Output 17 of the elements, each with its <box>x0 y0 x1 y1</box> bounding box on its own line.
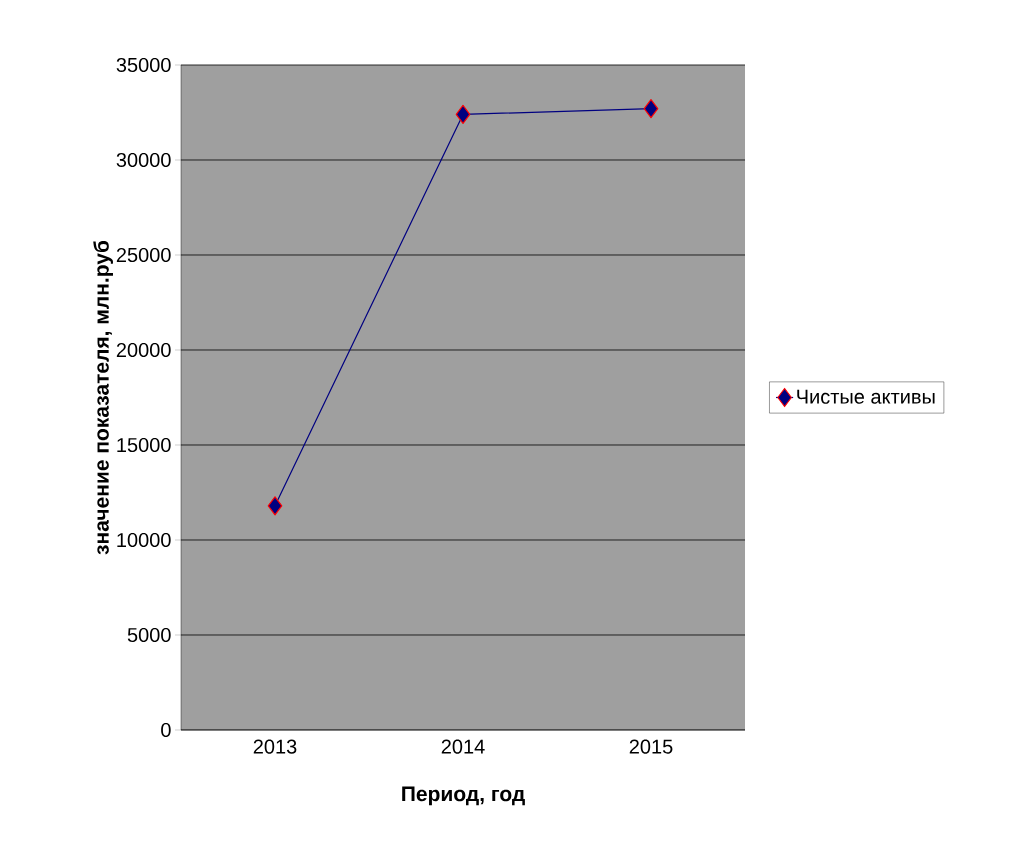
y-tick-label: 35000 <box>116 57 171 73</box>
y-tick-label: 25000 <box>116 247 171 263</box>
x-tick-label: 2014 <box>441 739 485 754</box>
point <box>643 99 659 119</box>
x-tick-label: 2015 <box>629 739 673 754</box>
x-axis-title: Период, год <box>402 786 525 806</box>
y-tick-label: 20000 <box>116 342 171 358</box>
point <box>267 496 283 516</box>
y-tick-label: 0 <box>161 722 171 738</box>
y-axis-title: значение показателя, млн.руб <box>93 240 113 555</box>
y-tick-label: 5000 <box>127 627 171 643</box>
y-tick-label: 10000 <box>117 532 171 548</box>
legend-label: Чистые активы <box>797 389 935 404</box>
y-tick-label: 30000 <box>116 152 171 168</box>
point <box>455 104 471 124</box>
y-tick-label: 15000 <box>117 437 171 453</box>
x-tick-label: 2013 <box>253 739 297 754</box>
